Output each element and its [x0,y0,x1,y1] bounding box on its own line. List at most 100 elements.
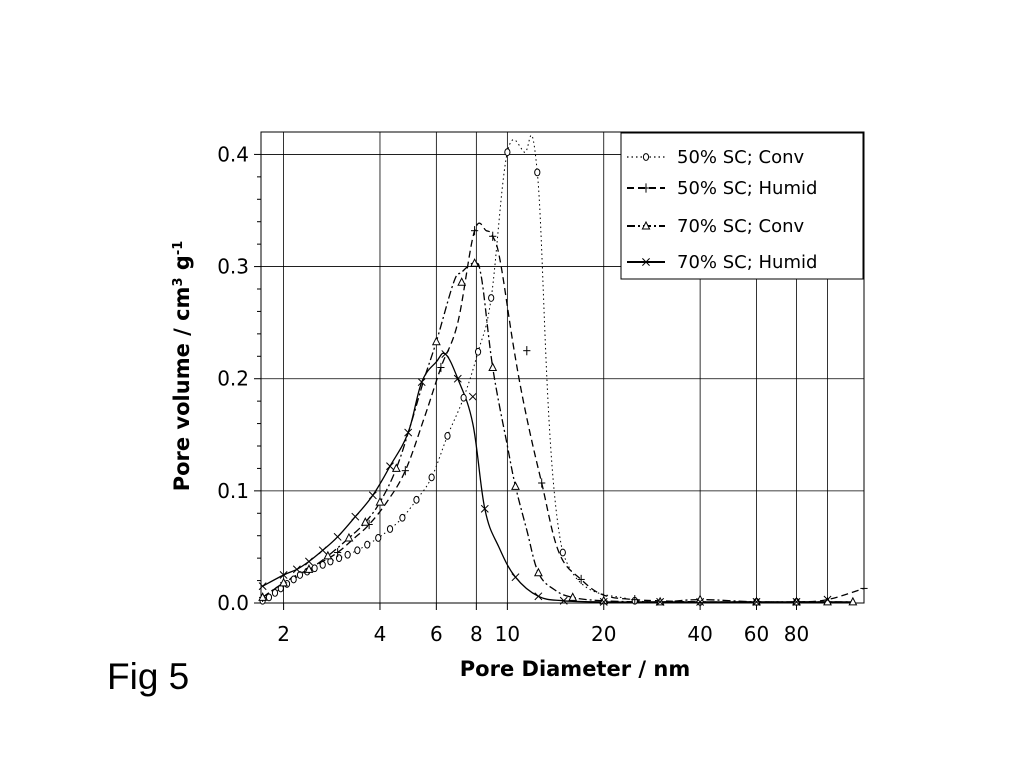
x-tick-label: 60 [744,622,769,646]
data-point-plus [538,478,546,488]
data-point-triangle [323,550,333,560]
data-point-x-b [534,592,543,601]
data-point-plus [470,226,479,236]
data-point-circle [534,168,541,177]
data-point-plus [334,547,342,558]
data-point-x-b [559,596,568,605]
data-point-x [534,592,543,601]
data-point-x [417,378,426,387]
x-tick-label: 20 [591,622,616,646]
data-point-circle [386,525,394,533]
data-point-x [258,582,267,591]
data-point-x [656,597,665,606]
data-point-triangle [375,496,385,506]
data-point-x [599,597,608,606]
data-point-x-b [511,573,520,582]
data-point-circle [344,550,351,559]
data-point-x [318,546,327,555]
data-point-x-b [468,392,477,401]
data-point-x [453,374,462,383]
x-tick-label: 8 [470,622,483,646]
data-point-x [480,504,489,513]
y-tick-label: 0.0 [217,591,249,615]
data-point-x [351,512,360,521]
data-point-x [404,428,413,437]
data-point-x [696,597,705,606]
data-point-plus [437,362,445,373]
data-point-x-b [404,428,413,437]
data-point-triangle [568,592,578,601]
x-tick-label: 2 [277,622,290,646]
data-point-triangle [695,594,705,604]
data-point-plus [631,595,639,605]
data-point-x [792,597,801,606]
data-point-x-b [304,557,313,566]
data-point-triangle [457,277,467,286]
data-point-circle [460,393,467,402]
data-point-circle [271,589,279,597]
data-point-triangle [431,336,441,346]
y-tick-label: 0.3 [217,255,249,279]
y-axis-title-sup2: -1 [171,241,186,255]
legend-box [620,132,864,280]
data-point-circle [488,294,495,302]
data-point-triangle [391,463,401,472]
legend-marker [642,153,650,161]
y-axis-title: Pore volume / cm3 g-1 [170,241,194,492]
data-point-circle [265,593,273,602]
data-point-triangle [304,564,314,573]
data-point-x-b [292,565,301,574]
series-markers [258,148,868,607]
x-tick-label: 10 [495,622,520,646]
legend-label: 70% SC; Humid [677,252,817,273]
data-point-x [468,392,477,401]
data-point-circle [319,560,326,569]
data-point-x-b [752,597,761,606]
x-tick-label: 40 [687,622,712,646]
legend-label: 50% SC; Conv [677,147,804,168]
data-point-x [511,573,520,582]
data-point-x-b [417,378,426,387]
data-point-x [386,462,394,471]
data-point-plus [401,466,409,476]
data-point-circle [296,571,304,579]
data-point-x [441,350,450,358]
data-point-x-b [656,597,665,606]
data-point-x-b [279,571,288,579]
data-point-x-b [599,597,608,606]
data-point-x [333,532,342,541]
x-tick-label: 6 [430,622,443,646]
data-point-triangle [360,517,370,526]
y-axis-title-main: Pore volume / cm [170,287,194,492]
data-point-triangle [258,592,268,601]
x-axis-title: Pore Diameter / nm [460,657,690,681]
data-point-x-b [386,462,394,471]
data-point-x-b [696,597,705,606]
y-tick-label: 0.4 [217,142,249,166]
data-point-plus [577,574,585,585]
data-point-x-b [792,597,801,606]
legend-marker-b [642,258,650,266]
data-point-triangle [470,258,480,267]
x-tick-label: 80 [784,622,809,646]
data-point-triangle [533,567,543,577]
series-line [262,352,853,603]
series-line [262,222,865,603]
data-point-circle [413,495,420,504]
data-point-circle [364,540,371,549]
data-point-x [559,596,568,605]
data-point-circle [399,513,406,522]
legend-marker [642,258,650,266]
data-point-x-b [453,374,462,383]
data-point-plus [489,231,497,241]
data-point-x-b [318,546,327,555]
x-tick-label: 4 [374,622,387,646]
data-point-x [304,557,313,566]
data-point-circle [474,347,482,356]
data-point-circle [311,564,318,573]
legend-label: 50% SC; Humid [677,178,817,199]
y-axis-title-sup1: 3 [171,278,186,287]
data-point-circle [428,473,435,482]
data-point-x-b [333,532,342,541]
